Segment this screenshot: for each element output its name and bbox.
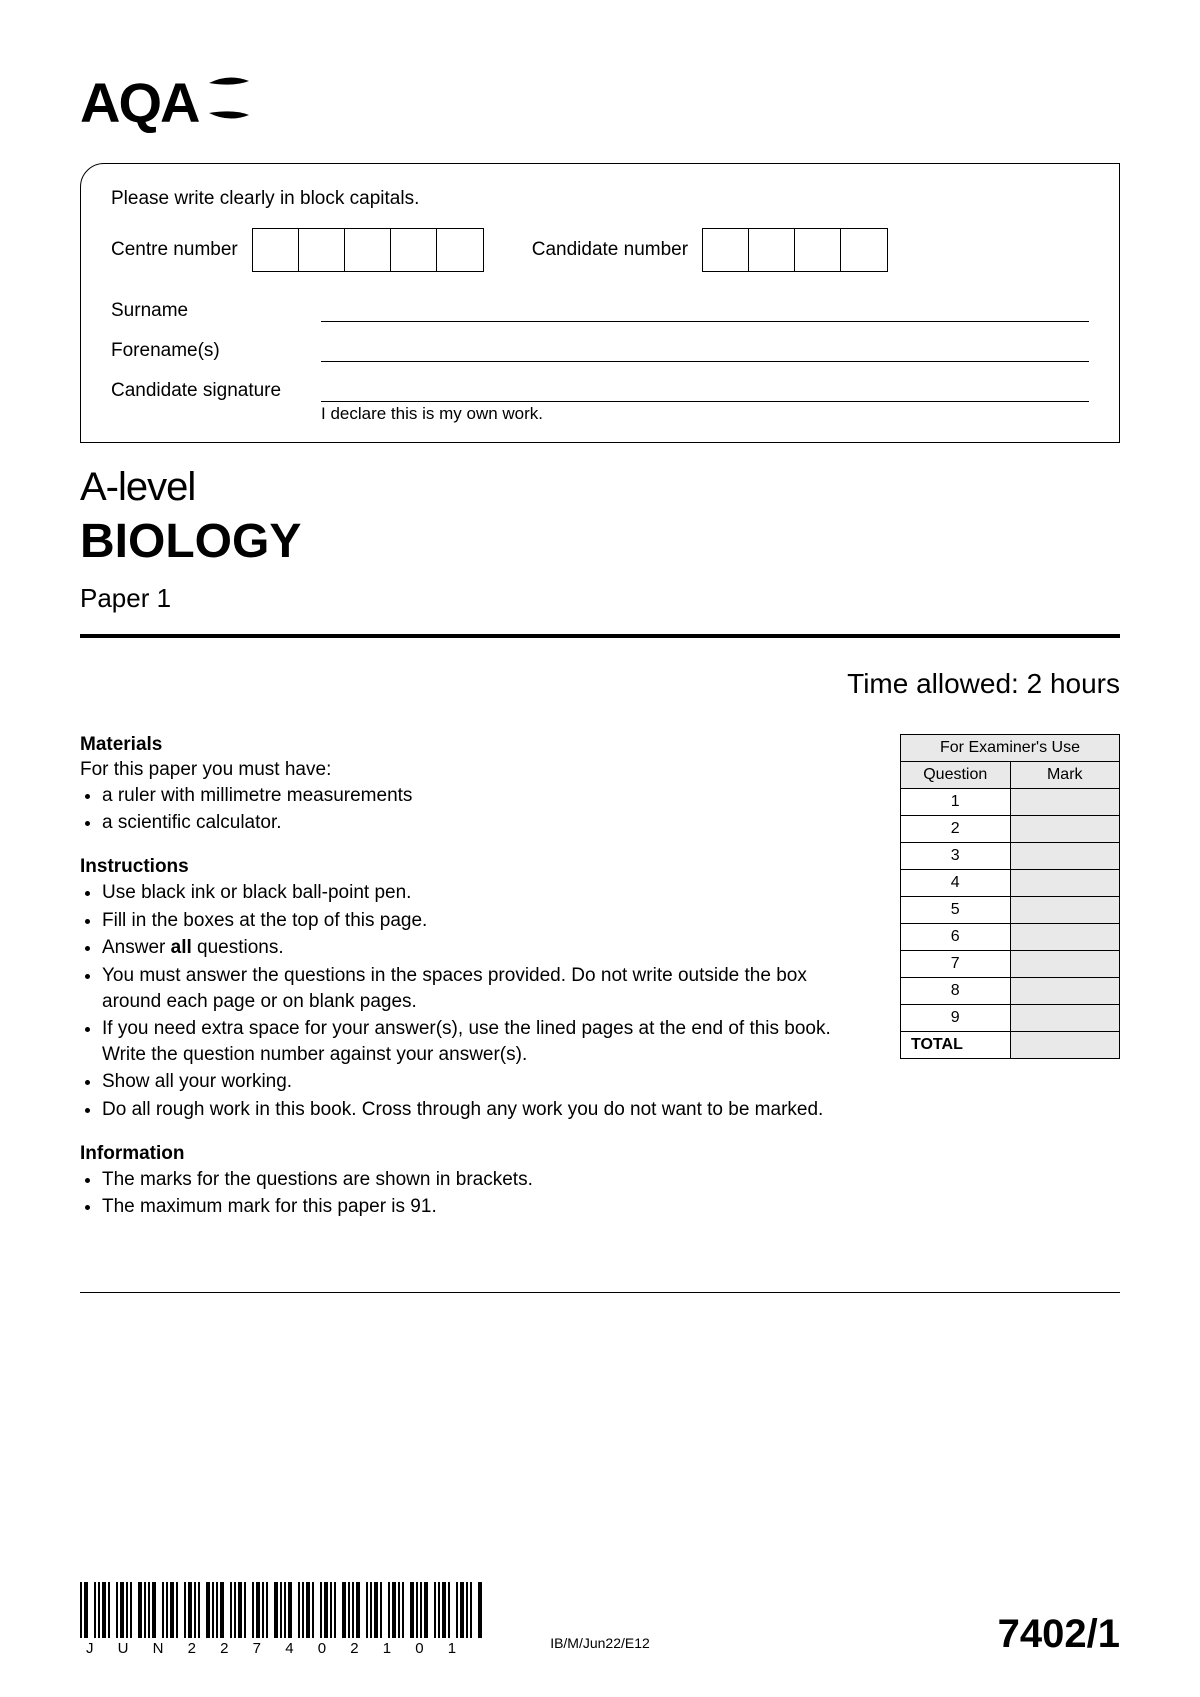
candidate-number-input[interactable] <box>702 228 888 272</box>
declaration-text: I declare this is my own work. <box>321 404 543 424</box>
qualification-level: A-level <box>80 465 1120 510</box>
centre-number-label: Centre number <box>111 239 238 261</box>
instructions-item: If you need extra space for your answer(… <box>102 1016 870 1067</box>
instructions-column: Materials For this paper you must have: … <box>80 734 900 1222</box>
exam-board-logo: AQA <box>80 70 1120 135</box>
logo-swoosh-icon <box>204 73 254 123</box>
mark-cell[interactable] <box>1010 897 1120 924</box>
col-mark: Mark <box>1010 762 1120 789</box>
paper-code: 7402/1 <box>998 1612 1120 1657</box>
total-label: TOTAL <box>901 1032 1011 1059</box>
table-row: 8 <box>901 978 1120 1005</box>
number-entry-row: Centre number Candidate number <box>111 228 1089 272</box>
page-footer: J U N 2 2 7 4 0 2 1 0 1 IB/M/Jun22/E12 7… <box>80 1582 1120 1657</box>
signature-label: Candidate signature <box>111 380 311 402</box>
barcode-icon <box>80 1582 484 1638</box>
mark-cell[interactable] <box>1010 816 1120 843</box>
mark-cell[interactable] <box>1010 1005 1120 1032</box>
materials-item: a scientific calculator. <box>102 810 870 836</box>
write-clearly-instruction: Please write clearly in block capitals. <box>111 188 1089 210</box>
question-number-cell: 7 <box>901 951 1011 978</box>
materials-list: a ruler with millimetre measurementsa sc… <box>80 783 870 836</box>
time-allowed: Time allowed: 2 hours <box>80 668 1120 700</box>
mark-cell[interactable] <box>1010 951 1120 978</box>
table-row: 7 <box>901 951 1120 978</box>
body-columns: Materials For this paper you must have: … <box>80 734 1120 1222</box>
instructions-item: Do all rough work in this book. Cross th… <box>102 1097 870 1123</box>
table-row: 9 <box>901 1005 1120 1032</box>
examiner-column: For Examiner's Use Question Mark 1234567… <box>900 734 1120 1222</box>
table-row: 2 <box>901 816 1120 843</box>
heavy-divider <box>80 634 1120 638</box>
mark-cell[interactable] <box>1010 843 1120 870</box>
barcode-text: J U N 2 2 7 4 0 2 1 0 1 <box>86 1640 466 1657</box>
signature-input[interactable] <box>321 380 1089 402</box>
signature-row: Candidate signature <box>111 380 1089 402</box>
information-list: The marks for the questions are shown in… <box>80 1167 870 1220</box>
table-row: 5 <box>901 897 1120 924</box>
mark-cell[interactable] <box>1010 978 1120 1005</box>
instructions-heading: Instructions <box>80 856 870 878</box>
question-number-cell: 2 <box>901 816 1011 843</box>
question-number-cell: 8 <box>901 978 1011 1005</box>
information-heading: Information <box>80 1143 870 1165</box>
question-number-cell: 3 <box>901 843 1011 870</box>
declaration-row: I declare this is my own work. <box>111 404 1089 424</box>
mark-cell[interactable] <box>1010 870 1120 897</box>
col-question: Question <box>901 762 1011 789</box>
question-number-cell: 4 <box>901 870 1011 897</box>
total-mark-cell[interactable] <box>1010 1032 1120 1059</box>
paper-number: Paper 1 <box>80 583 1120 614</box>
subject-name: BIOLOGY <box>80 514 1120 569</box>
examiner-use-table: For Examiner's Use Question Mark 1234567… <box>900 734 1120 1059</box>
instructions-item: Answer all questions. <box>102 935 870 961</box>
surname-input[interactable] <box>321 300 1089 322</box>
surname-label: Surname <box>111 300 311 322</box>
question-number-cell: 9 <box>901 1005 1011 1032</box>
footer-reference: IB/M/Jun22/E12 <box>550 1635 650 1651</box>
information-item: The marks for the questions are shown in… <box>102 1167 870 1193</box>
instructions-item: Show all your working. <box>102 1069 870 1095</box>
question-number-cell: 5 <box>901 897 1011 924</box>
forenames-input[interactable] <box>321 340 1089 362</box>
instructions-item: You must answer the questions in the spa… <box>102 963 870 1014</box>
materials-intro: For this paper you must have: <box>80 758 870 783</box>
table-row: 6 <box>901 924 1120 951</box>
table-row: 1 <box>901 789 1120 816</box>
instructions-list: Use black ink or black ball-point pen.Fi… <box>80 880 870 1123</box>
question-number-cell: 6 <box>901 924 1011 951</box>
surname-row: Surname <box>111 300 1089 322</box>
centre-number-input[interactable] <box>252 228 484 272</box>
paper-title-block: A-level BIOLOGY Paper 1 <box>80 465 1120 614</box>
mark-cell[interactable] <box>1010 789 1120 816</box>
forenames-label: Forename(s) <box>111 340 311 362</box>
materials-item: a ruler with millimetre measurements <box>102 783 870 809</box>
forenames-row: Forename(s) <box>111 340 1089 362</box>
candidate-details-box: Please write clearly in block capitals. … <box>80 163 1120 443</box>
information-item: The maximum mark for this paper is 91. <box>102 1194 870 1220</box>
table-row: 4 <box>901 870 1120 897</box>
logo-text: AQA <box>80 70 198 135</box>
instructions-item: Use black ink or black ball-point pen. <box>102 880 870 906</box>
mark-cell[interactable] <box>1010 924 1120 951</box>
instructions-item: Fill in the boxes at the top of this pag… <box>102 908 870 934</box>
barcode-block: J U N 2 2 7 4 0 2 1 0 1 <box>80 1582 484 1657</box>
materials-heading: Materials <box>80 734 870 756</box>
table-row: 3 <box>901 843 1120 870</box>
question-number-cell: 1 <box>901 789 1011 816</box>
examiner-table-title: For Examiner's Use <box>901 735 1120 762</box>
candidate-number-label: Candidate number <box>532 239 688 261</box>
footer-divider <box>80 1292 1120 1293</box>
